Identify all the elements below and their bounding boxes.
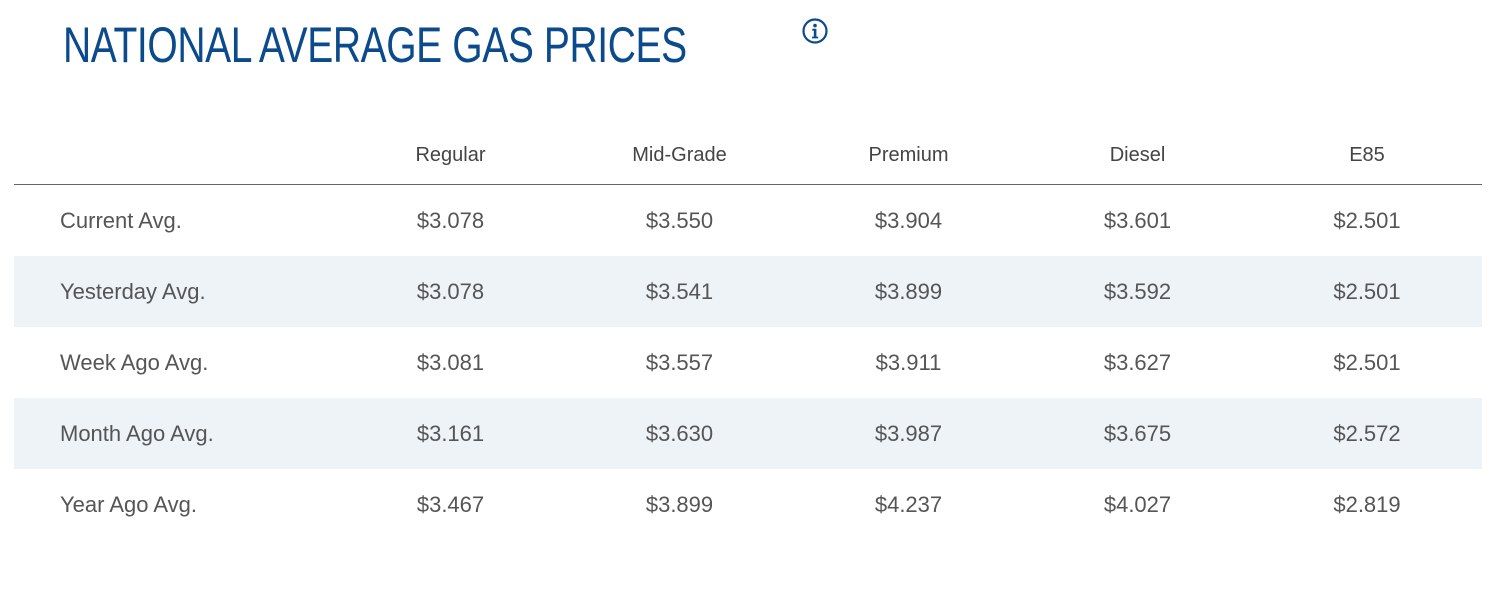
price-cell: $3.630 [565,398,794,469]
column-header-premium: Premium [794,126,1023,185]
table-row: Current Avg. $3.078 $3.550 $3.904 $3.601… [14,185,1482,257]
price-cell: $3.675 [1023,398,1252,469]
title-area: NATIONAL AVERAGE GAS PRICES [63,14,828,76]
column-header-label [14,126,336,185]
price-cell: $3.541 [565,256,794,327]
price-cell: $3.078 [336,256,565,327]
column-header-mid-grade: Mid-Grade [565,126,794,185]
price-cell: $3.987 [794,398,1023,469]
price-cell: $3.557 [645,349,714,375]
price-cell: $3.899 [645,491,714,517]
price-cell: $4.027 [1103,491,1172,517]
price-cell: $4.237 [874,491,943,517]
table-row: Month Ago Avg. $3.161 $3.630 $3.987 $3.6… [14,398,1482,469]
price-cell: $3.078 [416,207,485,233]
price-cell: $3.627 [1103,349,1172,375]
info-circle-icon[interactable] [802,18,828,44]
row-label: Month Ago Avg. [14,398,336,469]
column-header-diesel: Diesel [1023,126,1252,185]
row-label: Yesterday Avg. [14,256,336,327]
price-cell: $3.904 [874,207,943,233]
table-row: Year Ago Avg. $3.467 $3.899 $4.237 $4.02… [14,469,1482,540]
table-row: Yesterday Avg. $3.078 $3.541 $3.899 $3.5… [14,256,1482,327]
price-cell: $3.592 [1023,256,1252,327]
price-cell: $2.572 [1252,398,1482,469]
price-cell: $2.501 [1333,349,1401,375]
price-cell: $3.161 [336,398,565,469]
price-cell: $2.501 [1333,207,1401,233]
table-row: Week Ago Avg. $3.081 $3.557 $3.911 $3.62… [14,327,1482,398]
price-cell: $3.081 [416,349,485,375]
row-label: Week Ago Avg. [60,349,209,375]
price-cell: $2.819 [1333,491,1401,517]
price-cell: $3.467 [416,491,485,517]
price-cell: $3.899 [794,256,1023,327]
gas-price-table: Regular Mid-Grade Premium Diesel E85 Cur… [14,126,1482,540]
price-cell: $3.911 [875,349,942,375]
row-label: Current Avg. [60,207,182,233]
column-header-regular: Regular [336,126,565,185]
price-cell: $2.501 [1252,256,1482,327]
price-cell: $3.601 [1103,207,1172,233]
page-title: NATIONAL AVERAGE GAS PRICES [63,17,687,73]
row-label: Year Ago Avg. [60,491,198,517]
price-cell: $3.550 [645,207,714,233]
table-header-row: Regular Mid-Grade Premium Diesel E85 [14,126,1482,185]
column-header-e85: E85 [1252,126,1482,185]
